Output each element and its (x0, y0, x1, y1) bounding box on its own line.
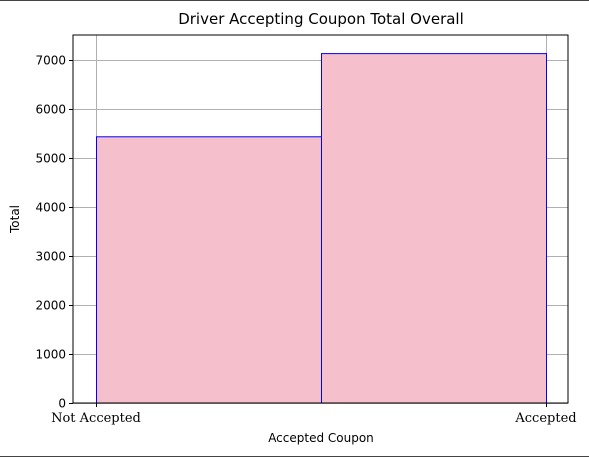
y-axis-label: Total (8, 205, 22, 234)
y-tick-label: 1000 (35, 348, 66, 362)
x-tick-label: Accepted (514, 411, 576, 426)
x-axis-label: Accepted Coupon (268, 431, 374, 445)
bar-not-accepted (96, 136, 322, 404)
x-ticks-layer: Not Accepted Accepted (51, 403, 577, 426)
bar-accepted (321, 53, 547, 404)
x-tick-label: Not Accepted (51, 411, 141, 426)
chart-title: Driver Accepting Coupon Total Overall (178, 10, 464, 28)
y-tick-label: 3000 (35, 250, 66, 264)
y-tick-label: 2000 (35, 299, 66, 313)
plot-frame (72, 34, 569, 404)
y-tick-label: 0 (58, 397, 66, 411)
bars-layer (96, 53, 547, 404)
y-ticks-layer: 0 1000 2000 3000 4000 5000 6000 7000 (35, 54, 73, 411)
y-tick-label: 4000 (35, 201, 66, 215)
y-tick-label: 5000 (35, 152, 66, 166)
y-tick-label: 6000 (35, 103, 66, 117)
y-tick-label: 7000 (35, 54, 66, 68)
